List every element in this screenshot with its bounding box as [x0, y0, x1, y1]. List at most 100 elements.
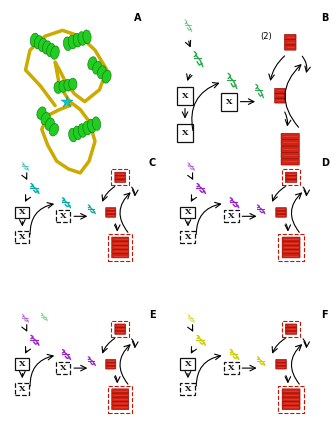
Ellipse shape — [73, 33, 81, 47]
FancyBboxPatch shape — [279, 234, 304, 261]
FancyBboxPatch shape — [284, 34, 296, 40]
FancyBboxPatch shape — [15, 358, 30, 370]
FancyBboxPatch shape — [112, 397, 129, 401]
Ellipse shape — [69, 78, 77, 90]
Ellipse shape — [97, 66, 106, 79]
FancyBboxPatch shape — [115, 172, 126, 176]
Text: E: E — [149, 310, 155, 320]
Ellipse shape — [73, 126, 82, 139]
FancyBboxPatch shape — [275, 93, 286, 98]
Ellipse shape — [38, 38, 47, 51]
FancyBboxPatch shape — [112, 389, 129, 393]
FancyBboxPatch shape — [276, 208, 287, 211]
FancyBboxPatch shape — [112, 241, 129, 246]
FancyBboxPatch shape — [177, 125, 193, 142]
FancyBboxPatch shape — [106, 366, 116, 369]
FancyBboxPatch shape — [177, 87, 193, 105]
Ellipse shape — [64, 79, 72, 91]
FancyBboxPatch shape — [15, 206, 30, 218]
FancyBboxPatch shape — [281, 152, 299, 159]
Text: X: X — [182, 92, 188, 100]
Ellipse shape — [92, 117, 101, 130]
FancyBboxPatch shape — [285, 179, 297, 183]
Ellipse shape — [45, 118, 54, 130]
FancyBboxPatch shape — [282, 406, 300, 410]
FancyBboxPatch shape — [224, 362, 239, 374]
FancyBboxPatch shape — [112, 401, 129, 406]
Ellipse shape — [47, 44, 55, 57]
FancyBboxPatch shape — [282, 401, 300, 406]
FancyBboxPatch shape — [275, 98, 286, 103]
Text: X: X — [185, 360, 191, 368]
FancyBboxPatch shape — [276, 359, 287, 363]
FancyBboxPatch shape — [282, 321, 300, 337]
Ellipse shape — [49, 124, 58, 136]
FancyBboxPatch shape — [106, 363, 116, 366]
FancyBboxPatch shape — [282, 241, 300, 246]
Text: X: X — [182, 129, 188, 137]
Ellipse shape — [93, 61, 101, 74]
FancyBboxPatch shape — [284, 40, 296, 45]
Text: C: C — [149, 158, 156, 168]
FancyBboxPatch shape — [112, 406, 129, 410]
FancyBboxPatch shape — [180, 358, 196, 370]
FancyBboxPatch shape — [276, 363, 287, 366]
FancyBboxPatch shape — [108, 386, 132, 413]
Ellipse shape — [69, 128, 77, 142]
Ellipse shape — [43, 41, 51, 54]
Text: X: X — [19, 360, 26, 368]
Text: (2): (2) — [261, 32, 272, 41]
FancyBboxPatch shape — [276, 366, 287, 369]
FancyBboxPatch shape — [282, 254, 300, 258]
FancyBboxPatch shape — [281, 133, 299, 139]
FancyBboxPatch shape — [180, 383, 196, 395]
FancyBboxPatch shape — [285, 327, 297, 331]
Text: F: F — [321, 310, 328, 320]
FancyBboxPatch shape — [15, 383, 30, 395]
FancyBboxPatch shape — [282, 397, 300, 401]
FancyBboxPatch shape — [106, 214, 116, 217]
FancyBboxPatch shape — [56, 362, 71, 374]
Ellipse shape — [78, 32, 86, 45]
FancyBboxPatch shape — [285, 172, 297, 176]
FancyBboxPatch shape — [112, 237, 129, 241]
Ellipse shape — [83, 30, 91, 44]
FancyBboxPatch shape — [111, 169, 129, 185]
FancyBboxPatch shape — [15, 231, 30, 243]
FancyBboxPatch shape — [282, 389, 300, 393]
FancyBboxPatch shape — [115, 176, 126, 179]
FancyBboxPatch shape — [112, 254, 129, 258]
FancyBboxPatch shape — [282, 393, 300, 397]
FancyBboxPatch shape — [275, 88, 286, 93]
Ellipse shape — [37, 107, 46, 119]
Ellipse shape — [64, 37, 72, 51]
FancyBboxPatch shape — [106, 211, 116, 214]
FancyBboxPatch shape — [285, 324, 297, 327]
Ellipse shape — [83, 121, 91, 135]
FancyBboxPatch shape — [106, 208, 116, 211]
Text: A: A — [133, 12, 141, 22]
FancyBboxPatch shape — [106, 359, 116, 363]
FancyBboxPatch shape — [180, 231, 196, 243]
Text: X: X — [228, 213, 235, 220]
FancyBboxPatch shape — [282, 246, 300, 249]
Ellipse shape — [54, 82, 62, 93]
FancyBboxPatch shape — [284, 45, 296, 50]
FancyBboxPatch shape — [180, 206, 196, 218]
Ellipse shape — [30, 33, 39, 47]
Ellipse shape — [88, 57, 97, 70]
FancyBboxPatch shape — [224, 210, 239, 222]
Ellipse shape — [51, 46, 59, 59]
FancyBboxPatch shape — [115, 324, 126, 327]
Text: X: X — [60, 213, 67, 220]
Text: X: X — [19, 385, 26, 393]
Text: X: X — [19, 209, 26, 216]
FancyBboxPatch shape — [115, 179, 126, 183]
FancyBboxPatch shape — [282, 169, 300, 185]
Ellipse shape — [102, 70, 111, 83]
Ellipse shape — [78, 124, 87, 137]
Text: X: X — [60, 364, 67, 372]
Ellipse shape — [88, 119, 96, 133]
FancyBboxPatch shape — [112, 393, 129, 397]
FancyBboxPatch shape — [281, 159, 299, 165]
